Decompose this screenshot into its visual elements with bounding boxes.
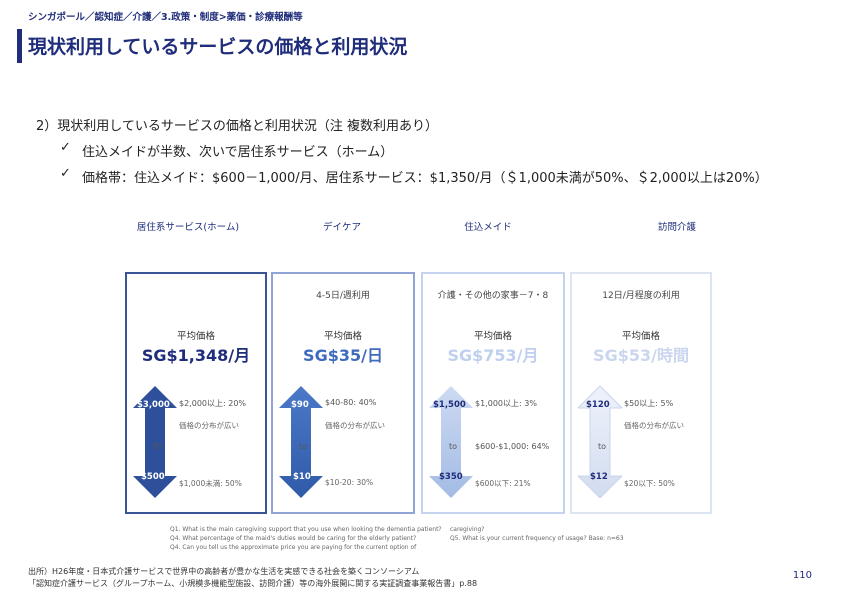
- price-card-maid: 介護・その他の家事－7・8 平均価格 SG$753/月 $1,500 to $3…: [421, 272, 565, 514]
- max-price: $3,000: [137, 400, 170, 410]
- price-card-home: 平均価格 SG$1,348/月 $3,000 To $500 $2,000以上:…: [125, 272, 267, 514]
- max-price: $1,500: [433, 400, 466, 410]
- checkmark-icon: ✓: [60, 166, 71, 181]
- survey-footnote: Q4. What percentage of the maid's duties…: [170, 535, 417, 542]
- distribution-note-low: $20以下: 50%: [624, 479, 675, 488]
- distribution-note-low: $10-20: 30%: [325, 478, 374, 487]
- range-to-label: to: [449, 442, 458, 451]
- column-label-home: 居住系サービス(ホーム): [136, 222, 240, 233]
- min-price: $10: [293, 472, 311, 482]
- section-heading: 2）現状利用しているサービスの価格と利用状況（注 複数利用あり）: [36, 119, 439, 134]
- checkmark-icon: ✓: [60, 140, 71, 155]
- card-subtitle: 4-5日/週利用: [316, 291, 370, 301]
- card-subtitle: 介護・その他の家事－7・8: [437, 291, 549, 301]
- distribution-note-low: $1,000未満: 50%: [179, 479, 242, 488]
- distribution-note-high: $40-80: 40%: [325, 398, 377, 407]
- distribution-note: 価格の分布が広い: [624, 421, 684, 430]
- price-range-arrow-icon: [133, 386, 177, 498]
- title-accent-bar: [17, 29, 22, 63]
- column-label-homecare: 訪問介護: [657, 222, 696, 233]
- price-card-homecare: 12日/月程度の利用 平均価格 SG$53/時間 $120 to $12 $50…: [570, 272, 712, 514]
- bullet-text: 住込メイドが半数、次いで居住系サービス（ホーム）: [82, 145, 394, 160]
- card-subtitle: 12日/月程度の利用: [602, 291, 680, 301]
- average-price-label: 平均価格: [621, 331, 660, 342]
- breadcrumb: シンガポール／認知症／介護／3.政策・制度>薬価・診療報酬等: [28, 12, 303, 23]
- bullet-text: 価格帯：住込メイド：$600－1,000/月、居住系サービス：$1,350/月（…: [82, 171, 768, 186]
- column-label-maid: 住込メイド: [464, 222, 512, 233]
- min-price: $350: [439, 472, 463, 482]
- distribution-note-high: $50以上: 5%: [624, 399, 674, 408]
- average-price-value: SG$35/日: [303, 346, 383, 365]
- min-price: $500: [141, 472, 165, 482]
- average-price-value: SG$53/時間: [593, 346, 689, 365]
- average-price-value: SG$1,348/月: [141, 346, 251, 365]
- distribution-note-high: $2,000以上: 20%: [179, 399, 247, 408]
- price-range-arrow-icon: [279, 386, 323, 498]
- average-price-label: 平均価格: [176, 331, 215, 342]
- range-to-label: to: [299, 442, 308, 451]
- range-to-label: to: [598, 442, 607, 451]
- price-range-arrow-icon: [429, 386, 473, 498]
- average-price-label: 平均価格: [473, 331, 512, 342]
- max-price: $120: [586, 400, 610, 410]
- distribution-note-mid: $600-$1,000: 64%: [475, 442, 550, 451]
- average-price-label: 平均価格: [323, 331, 362, 342]
- survey-footnote: caregiving?: [450, 526, 485, 533]
- min-price: $12: [590, 472, 608, 482]
- source-citation: 「認知症介護サービス（グループホーム、小規模多機能型施設、訪問介護）等の海外展開…: [28, 579, 478, 588]
- survey-footnote: Q1. What is the main caregiving support …: [170, 526, 442, 533]
- page-number: 110: [792, 570, 812, 581]
- distribution-note: 価格の分布が広い: [325, 421, 385, 430]
- distribution-note: 価格の分布が広い: [179, 421, 239, 430]
- survey-footnote: Q5. What is your current frequency of us…: [450, 535, 624, 542]
- distribution-note-high: $1,000以上: 3%: [475, 399, 537, 408]
- price-card-daycare: 4-5日/週利用 平均価格 SG$35/日 $90 to $10 $40-80:…: [271, 272, 415, 514]
- source-citation: 出所）H26年度・日本式介護サービスで世界中の高齢者が豊かな生活を実感できる社会…: [28, 567, 420, 576]
- max-price: $90: [291, 400, 309, 410]
- page-title: 現状利用しているサービスの価格と利用状況: [28, 36, 408, 58]
- survey-footnote: Q4. Can you tell us the approximate pric…: [170, 544, 417, 551]
- range-to-label: To: [153, 442, 162, 451]
- average-price-value: SG$753/月: [447, 346, 539, 365]
- distribution-note-low: $600以下: 21%: [475, 479, 531, 488]
- column-label-daycare: デイケア: [322, 222, 361, 233]
- price-range-arrow-icon: [578, 386, 622, 498]
